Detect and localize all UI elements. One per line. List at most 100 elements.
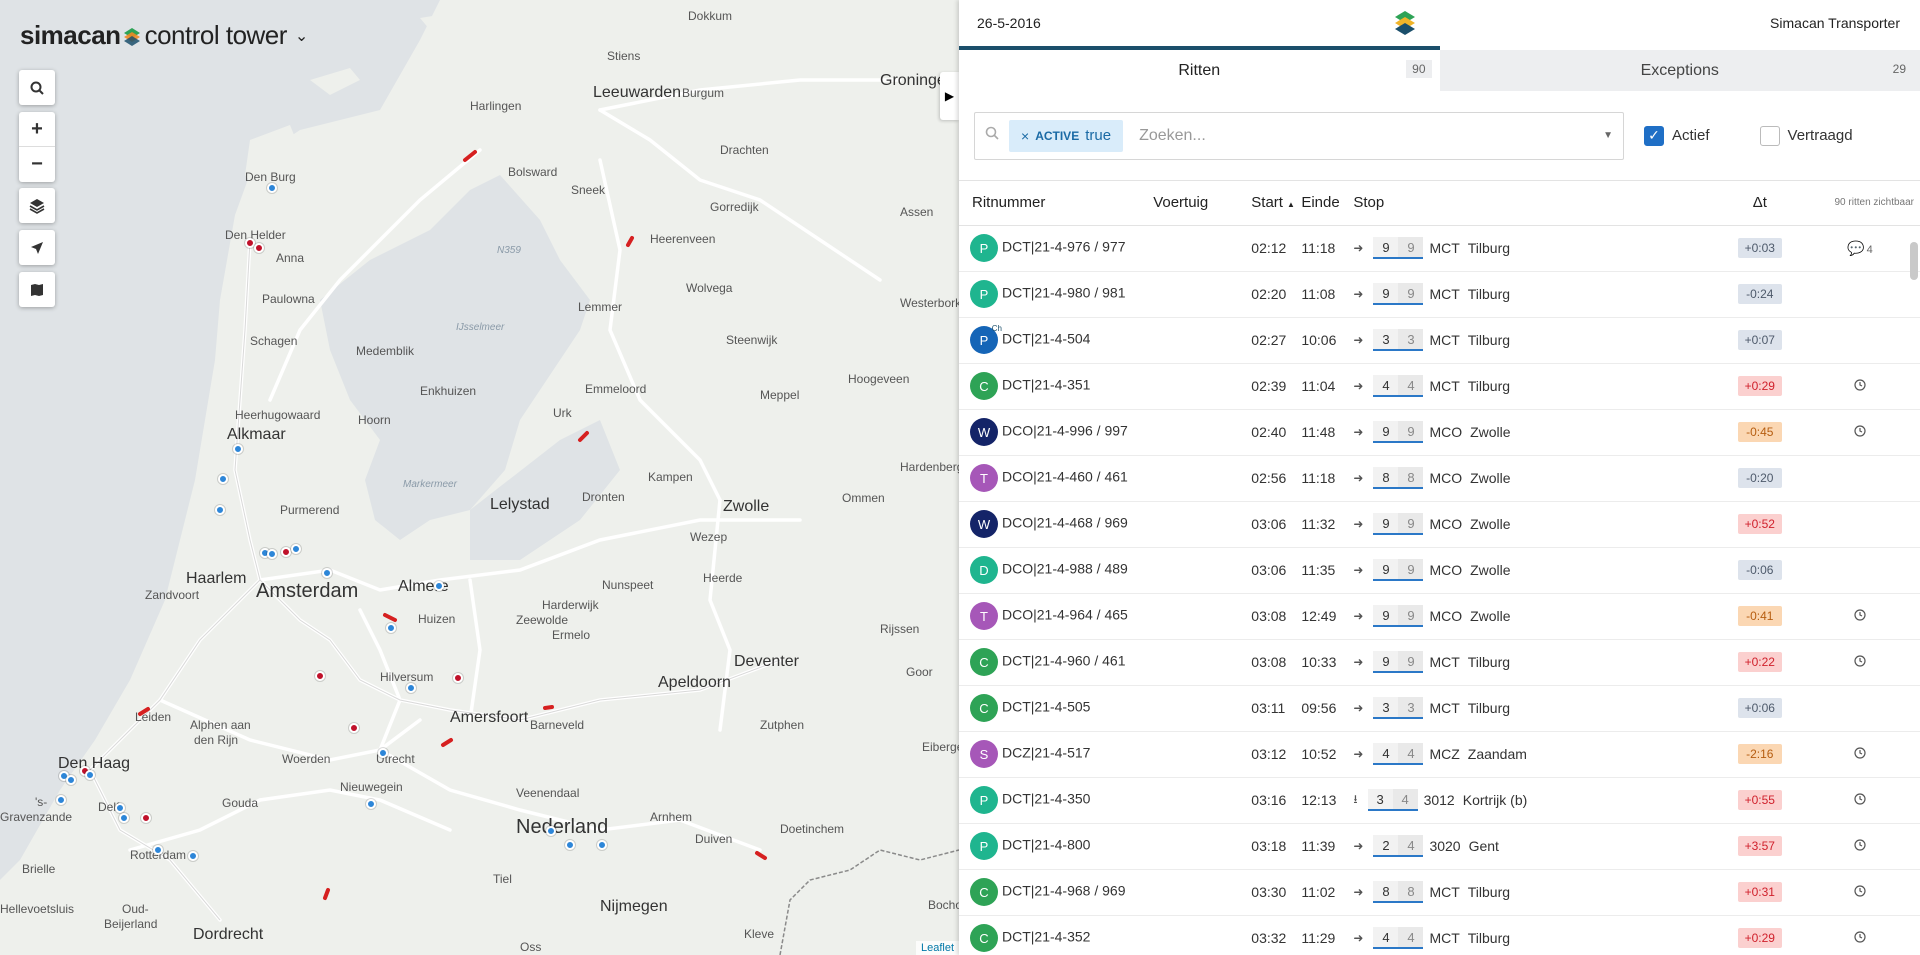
vehicle-marker[interactable] <box>267 183 277 193</box>
locate-control[interactable] <box>19 230 55 265</box>
leaflet-attribution[interactable]: Leaflet <box>915 941 959 955</box>
checkbox-unchecked-icon[interactable] <box>1759 125 1780 146</box>
vehicle-marker[interactable] <box>406 683 416 693</box>
column-header-start[interactable]: Start ▲ <box>1251 181 1302 226</box>
table-row[interactable]: C DCT|21-4-351 02:39 11:04 ➜ 4 4 MCT Tilburg +0:2… <box>959 363 1920 410</box>
vehicle-marker[interactable] <box>322 568 332 578</box>
column-header-stop[interactable]: Stop <box>1353 181 1720 226</box>
table-row[interactable]: P Ch DCT|21-4-504 02:27 10:06 ➜ 3 3 MCT Tilburg +0… <box>959 317 1920 364</box>
vehicle-marker[interactable] <box>115 803 125 813</box>
vehicle-marker[interactable] <box>153 845 163 855</box>
clock-icon[interactable] <box>1854 424 1866 440</box>
vehicle-marker[interactable] <box>291 544 301 554</box>
map[interactable]: Dokkum Stiens Leeuwarden Burgum Groningen Har… <box>0 0 959 955</box>
vehicle-marker[interactable] <box>188 851 198 861</box>
delayed-vehicle-marker[interactable] <box>141 813 151 823</box>
zoom-out-button[interactable]: − <box>31 153 43 175</box>
table-row[interactable]: C DCT|21-4-968 / 969 03:30 11:02 ➜ 8 8 MCT Tilbu… <box>959 869 1920 916</box>
remove-filter-icon[interactable]: × <box>1021 127 1030 144</box>
delayed-vehicle-marker[interactable] <box>254 243 264 253</box>
vehicle-marker[interactable] <box>366 799 376 809</box>
search-icon[interactable] <box>19 70 55 105</box>
table-row[interactable]: T DCO|21-4-460 / 461 02:56 11:18 ➜ 8 8 MCO Zwoll… <box>959 455 1920 502</box>
clock-icon[interactable] <box>1854 378 1866 394</box>
vehicle-marker[interactable] <box>85 770 95 780</box>
clock-icon[interactable] <box>1854 884 1866 900</box>
table-row[interactable]: P DCT|21-4-976 / 977 02:12 11:18 ➜ 9 9 MCT Tilbu… <box>959 225 1920 272</box>
map-icon[interactable] <box>19 272 55 307</box>
ride-id[interactable]: DCT|21-4-504 <box>1002 330 1091 347</box>
zoom-in-button[interactable]: + <box>19 112 55 147</box>
tab-ritten[interactable]: Ritten 90 <box>959 46 1440 91</box>
filter-active-checkbox[interactable]: ✓ Actief <box>1644 125 1710 146</box>
vehicle-marker[interactable] <box>56 795 66 805</box>
ride-id[interactable]: DCO|21-4-988 / 489 <box>1002 560 1128 577</box>
clock-icon[interactable] <box>1854 930 1866 946</box>
ride-id[interactable]: DCT|21-4-505 <box>1002 698 1091 715</box>
vehicle-marker[interactable] <box>218 474 228 484</box>
ride-id[interactable]: DCO|21-4-468 / 969 <box>1002 514 1128 531</box>
comment-icon[interactable]: 💬 <box>1847 239 1865 256</box>
clock-icon[interactable] <box>1854 654 1866 670</box>
table-row[interactable]: T DCO|21-4-964 / 465 03:08 12:49 ➜ 9 9 MCO Zwoll… <box>959 593 1920 640</box>
ride-id[interactable]: DCT|21-4-960 / 461 <box>1002 652 1126 669</box>
vehicle-marker[interactable] <box>546 826 556 836</box>
ride-id[interactable]: DCO|21-4-460 / 461 <box>1002 468 1128 485</box>
scrollbar-thumb[interactable] <box>1910 242 1918 280</box>
map-search-control[interactable] <box>19 70 55 105</box>
vehicle-marker[interactable] <box>267 549 277 559</box>
layers-control[interactable] <box>19 188 55 223</box>
table-row[interactable]: C DCT|21-4-505 03:11 09:56 ➜ 3 3 MCT Tilburg +0:0… <box>959 685 1920 732</box>
location-arrow-icon[interactable] <box>19 230 55 265</box>
vehicle-marker[interactable] <box>378 748 388 758</box>
table-row[interactable]: P DCT|21-4-350 03:16 12:13 ⭳ 3 4 3012 Kortrijk (… <box>959 777 1920 824</box>
delayed-vehicle-marker[interactable] <box>281 547 291 557</box>
ride-id[interactable]: DCO|21-4-964 / 465 <box>1002 606 1128 623</box>
clock-icon[interactable] <box>1854 792 1866 808</box>
table-row[interactable]: W DCO|21-4-996 / 997 02:40 11:48 ➜ 9 9 MCO Zwoll… <box>959 409 1920 456</box>
company-name[interactable]: Simacan Transporter <box>1770 15 1900 31</box>
vehicle-marker[interactable] <box>565 840 575 850</box>
clock-icon[interactable] <box>1854 608 1866 624</box>
delayed-vehicle-marker[interactable] <box>349 723 359 733</box>
ride-id[interactable]: DCT|21-4-980 / 981 <box>1002 284 1126 301</box>
delayed-vehicle-marker[interactable] <box>453 673 463 683</box>
table-row[interactable]: C DCT|21-4-960 / 461 03:08 10:33 ➜ 9 9 MCT Tilbu… <box>959 639 1920 686</box>
panel-toggle-button[interactable]: ▶ <box>940 72 959 120</box>
column-header-voertuig[interactable]: Voertuig <box>1153 181 1252 226</box>
ride-id[interactable]: DCT|21-4-350 <box>1002 790 1091 807</box>
chevron-down-icon[interactable]: ⌄ <box>294 27 309 45</box>
delayed-vehicle-marker[interactable] <box>245 238 255 248</box>
column-header-ritnummer[interactable]: Ritnummer <box>959 181 1154 226</box>
filter-delayed-checkbox[interactable]: Vertraagd <box>1759 125 1853 146</box>
table-row[interactable]: D DCO|21-4-988 / 489 03:06 11:35 ➜ 9 9 MCO Zwoll… <box>959 547 1920 594</box>
clock-icon[interactable] <box>1854 746 1866 762</box>
ride-id[interactable]: DCT|21-4-800 <box>1002 836 1091 853</box>
table-row[interactable]: C DCT|21-4-352 03:32 11:29 ➜ 4 4 MCT Tilburg +0:2… <box>959 915 1920 955</box>
vehicle-marker[interactable] <box>386 623 396 633</box>
clock-icon[interactable] <box>1854 838 1866 854</box>
ride-id[interactable]: DCT|21-4-351 <box>1002 376 1091 393</box>
app-brand[interactable]: simacan control tower ⌄ <box>20 20 308 51</box>
vehicle-marker[interactable] <box>119 813 129 823</box>
search-box[interactable]: × ACTIVE true Zoeken... ▼ <box>974 111 1624 160</box>
dropdown-caret-icon[interactable]: ▼ <box>1603 130 1613 141</box>
tab-exceptions[interactable]: Exceptions 29 <box>1439 50 1920 91</box>
map-style-control[interactable] <box>19 272 55 307</box>
ride-id[interactable]: DCO|21-4-996 / 997 <box>1002 422 1128 439</box>
table-row[interactable]: P DCT|21-4-980 / 981 02:20 11:08 ➜ 9 9 MCT Tilbu… <box>959 271 1920 318</box>
search-input[interactable]: Zoeken... <box>1139 126 1206 144</box>
delayed-vehicle-marker[interactable] <box>315 671 325 681</box>
ride-id[interactable]: DCT|21-4-352 <box>1002 928 1091 945</box>
table-row[interactable]: W DCO|21-4-468 / 969 03:06 11:32 ➜ 9 9 MCO Zwoll… <box>959 501 1920 548</box>
vehicle-marker[interactable] <box>597 840 607 850</box>
checkbox-checked-icon[interactable]: ✓ <box>1644 125 1664 146</box>
vehicle-marker[interactable] <box>434 581 444 591</box>
column-header-einde[interactable]: Einde <box>1301 181 1354 226</box>
vehicle-marker[interactable] <box>215 505 225 515</box>
table-row[interactable]: S DCZ|21-4-517 03:12 10:52 ➜ 4 4 MCZ Zaandam -2:1… <box>959 731 1920 778</box>
vehicle-marker[interactable] <box>66 775 76 785</box>
column-header-delta[interactable]: Δt <box>1719 181 1800 226</box>
ride-id[interactable]: DCT|21-4-968 / 969 <box>1002 882 1126 899</box>
layers-icon[interactable] <box>19 188 55 223</box>
